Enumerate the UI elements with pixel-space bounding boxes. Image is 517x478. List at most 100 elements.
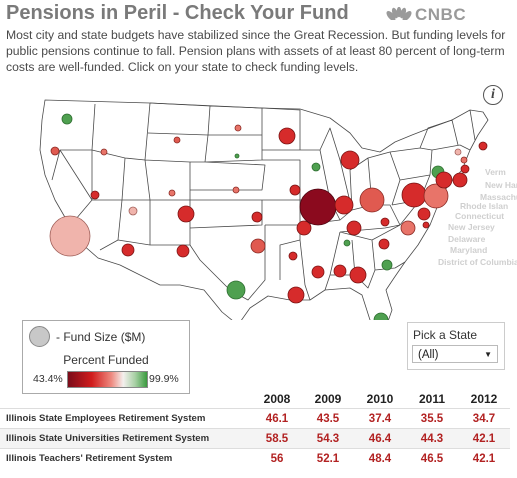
fund-bubble-indiana[interactable] — [334, 195, 354, 215]
fund-bubble-ohio[interactable] — [359, 187, 385, 213]
fund-name: Illinois State Employees Retirement Syst… — [0, 408, 252, 429]
year-header: 2011 — [418, 392, 446, 406]
fund-bubble-west-virginia[interactable] — [380, 217, 390, 227]
state-select-dropdown[interactable]: (All) ▼ — [412, 345, 498, 363]
funded-value: 56 — [252, 448, 302, 468]
fund-bubble-colorado[interactable] — [177, 205, 195, 223]
state-picker: Pick a State (All) ▼ — [407, 322, 505, 370]
funded-value: 46.5 — [406, 448, 458, 468]
state-label-maryland[interactable]: Maryland — [450, 245, 487, 255]
funded-value: 37.4 — [354, 408, 406, 429]
fund-bubble-north-dakota[interactable] — [234, 124, 242, 132]
cnbc-wordmark: CNBC — [415, 5, 467, 24]
fund-bubble-michigan[interactable] — [340, 150, 360, 170]
year-header: 2009 — [314, 392, 342, 406]
peacock-icon — [386, 7, 412, 23]
funded-value: 43.5 — [302, 408, 354, 429]
fund-bubble-tennessee[interactable] — [343, 239, 351, 247]
info-icon[interactable]: i — [483, 85, 503, 105]
fund-bubble-georgia[interactable] — [349, 266, 367, 284]
legend-title: Percent Funded — [63, 353, 149, 367]
year-header: 2008 — [263, 392, 291, 406]
fund-bubble-nebraska[interactable] — [232, 186, 240, 194]
fund-bubble-iowa[interactable] — [289, 184, 301, 196]
funded-value: 54.3 — [302, 428, 354, 449]
fund-bubble-nevada[interactable] — [90, 190, 100, 200]
page-title: Pensions in Peril - Check Your Fund — [6, 2, 349, 24]
funded-value: 34.7 — [458, 408, 510, 429]
legend-color-ramp — [67, 371, 148, 388]
fund-bubble-washington[interactable] — [61, 113, 73, 125]
funded-value: 42.1 — [458, 448, 510, 468]
fund-bubble-maryland[interactable] — [422, 221, 430, 229]
fund-bubble-idaho[interactable] — [100, 148, 108, 156]
legend-max-label: 99.9% — [149, 373, 179, 385]
fund-bubble-massachusetts[interactable] — [452, 172, 468, 188]
legend-size: - Fund Size ($M) — [29, 326, 145, 347]
legend-size-circle — [29, 326, 50, 347]
funded-value: 35.5 — [406, 408, 458, 429]
cnbc-logo: CNBC — [386, 5, 466, 25]
fund-bubble-rhode-island[interactable] — [460, 164, 470, 174]
fund-bubble-minnesota[interactable] — [278, 127, 296, 145]
state-labels: Verm New Ham Massachu Rhode Islan Connec… — [438, 167, 517, 267]
state-label-district-of-columbia[interactable]: District of Columbia — [438, 257, 517, 267]
fund-bubble-vermont[interactable] — [454, 148, 462, 156]
funded-value: 58.5 — [252, 428, 302, 449]
fund-bubble-florida[interactable] — [373, 312, 389, 320]
fund-bubble-kansas[interactable] — [251, 211, 263, 223]
fund-bubble-illinois[interactable] — [299, 188, 337, 226]
fund-bubble-new-york[interactable] — [423, 183, 449, 209]
fund-bubble-texas[interactable] — [226, 280, 246, 300]
fund-bubble-kentucky[interactable] — [346, 220, 362, 236]
table-row[interactable]: Illinois State Employees Retirement Syst… — [0, 408, 510, 429]
fund-bubble-south-dakota[interactable] — [234, 153, 240, 159]
fund-bubble-pennsylvania[interactable] — [401, 182, 427, 208]
fund-bubble-utah[interactable] — [128, 206, 138, 216]
year-header: 2010 — [366, 392, 394, 406]
table-header-row: 2008 2009 2010 2011 2012 — [0, 390, 510, 409]
legend-min-label: 43.4% — [33, 373, 63, 385]
fund-name: Illinois Teachers' Retirement System — [0, 448, 252, 468]
state-label-connecticut[interactable]: Connecticut — [455, 211, 504, 221]
fund-bubble-oregon[interactable] — [50, 146, 60, 156]
fund-bubble-montana[interactable] — [173, 136, 181, 144]
fund-bubble-wyoming[interactable] — [168, 189, 176, 197]
fund-bubble-missouri[interactable] — [296, 220, 312, 236]
table-row[interactable]: Illinois Teachers' Retirement System 56 … — [0, 448, 510, 468]
fund-bubble-new-hampshire[interactable] — [460, 156, 468, 164]
state-label-new-hampshire[interactable]: New Ham — [485, 180, 517, 190]
year-header: 2012 — [470, 392, 498, 406]
fund-bubble-new-mexico[interactable] — [176, 244, 190, 258]
state-select-value: (All) — [418, 349, 439, 361]
fund-bubble-mississippi[interactable] — [311, 265, 325, 279]
fund-bubble-south-carolina[interactable] — [378, 238, 390, 250]
state-label-new-jersey[interactable]: New Jersey — [448, 222, 495, 232]
state-shapes[interactable] — [39, 99, 489, 320]
fund-bubble-arkansas[interactable] — [288, 251, 298, 261]
fund-table: 2008 2009 2010 2011 2012 Illinois State … — [0, 390, 510, 468]
state-label-rhode-island[interactable]: Rhode Islan — [460, 201, 508, 211]
fund-bubble-connecticut[interactable] — [435, 171, 453, 189]
funded-value: 48.4 — [354, 448, 406, 468]
us-outline — [39, 99, 489, 320]
fund-bubble-arizona[interactable] — [121, 243, 135, 257]
table-row[interactable]: Illinois State Universities Retirement S… — [0, 428, 510, 449]
fund-bubble-north-carolina[interactable] — [381, 259, 393, 271]
fund-bubble-louisiana[interactable] — [287, 286, 305, 304]
fund-bubble-virginia[interactable] — [400, 220, 416, 236]
chevron-down-icon: ▼ — [484, 350, 492, 359]
funded-value: 44.3 — [406, 428, 458, 449]
us-map[interactable]: Verm New Ham Massachu Rhode Islan Connec… — [0, 80, 517, 320]
funded-value: 52.1 — [302, 448, 354, 468]
fund-bubble-california[interactable] — [49, 215, 91, 257]
state-label-massachusetts[interactable]: Massachu — [480, 192, 517, 202]
state-label-delaware[interactable]: Delaware — [448, 234, 486, 244]
fund-bubble-alabama[interactable] — [333, 264, 347, 278]
fund-bubble-oklahoma[interactable] — [250, 238, 266, 254]
state-label-vermont[interactable]: Verm — [485, 167, 506, 177]
fund-bubble-wisconsin[interactable] — [311, 162, 321, 172]
fund-bubble-new-jersey[interactable] — [417, 207, 431, 221]
intro-text: Most city and state budgets have stabili… — [6, 28, 506, 74]
fund-bubble-maine[interactable] — [478, 141, 488, 151]
